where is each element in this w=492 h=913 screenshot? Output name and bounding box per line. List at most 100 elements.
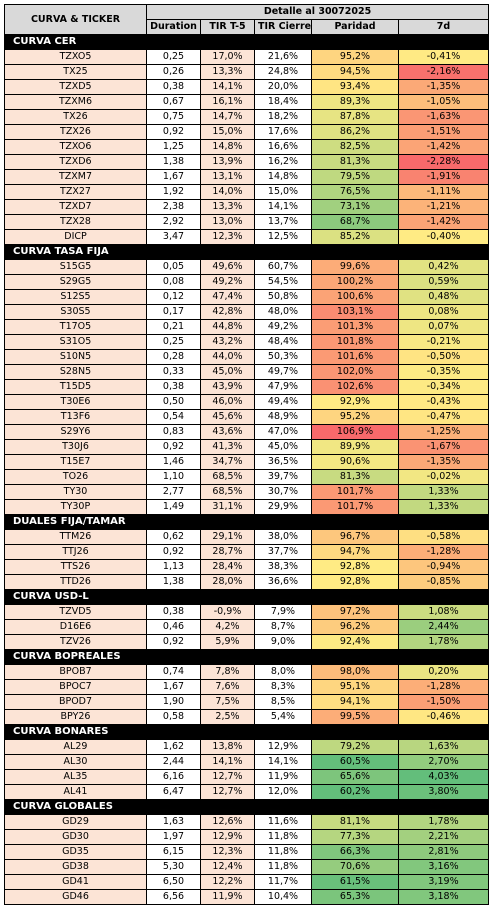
paridad: 99,5%: [311, 709, 399, 725]
tir-t5: 44,0%: [200, 349, 255, 365]
ticker: TZXO5: [4, 49, 147, 65]
data-row: T30J6 0,92 41,3% 45,0% 89,9% -1,67%: [4, 439, 490, 455]
tir-t5: 12,2%: [200, 874, 255, 890]
column-header: 7d: [397, 19, 490, 35]
tir-cierre: 11,8%: [254, 844, 312, 860]
tir-cierre: 18,2%: [254, 109, 312, 125]
change-7d: -1,63%: [397, 109, 490, 125]
ticker: TY30: [4, 484, 147, 500]
data-row: TTM26 0,62 29,1% 38,0% 96,7% -0,58%: [4, 529, 490, 545]
ticker: TZX28: [4, 214, 147, 230]
duration: 6,50: [146, 874, 201, 890]
tir-cierre: 49,4%: [254, 394, 312, 410]
tir-t5: 12,3%: [200, 229, 255, 245]
duration: 6,47: [146, 784, 201, 800]
tir-cierre: 16,6%: [254, 139, 312, 155]
tir-t5: 43,2%: [200, 334, 255, 350]
change-7d: -1,28%: [397, 544, 490, 560]
change-7d: -1,51%: [397, 124, 490, 140]
duration: 1,25: [146, 139, 201, 155]
ticker: TTJ26: [4, 544, 147, 560]
change-7d: 2,70%: [397, 754, 490, 770]
paridad: 101,3%: [311, 319, 399, 335]
data-row: D16E6 0,46 4,2% 8,7% 96,2% 2,44%: [4, 619, 490, 635]
duration: 0,25: [146, 334, 201, 350]
tir-t5: -0,9%: [200, 604, 255, 620]
duration: 0,67: [146, 94, 201, 110]
duration: 1,90: [146, 694, 201, 710]
duration: 0,92: [146, 634, 201, 650]
data-row: S12S5 0,12 47,4% 50,8% 100,6% 0,48%: [4, 289, 490, 305]
ticker: TZX26: [4, 124, 147, 140]
section-title: CURVA TASA FIJA: [3, 244, 490, 260]
ticker: S28N5: [4, 364, 147, 380]
paridad: 92,4%: [311, 634, 399, 650]
ticker: AL35: [4, 769, 147, 785]
paridad: 89,9%: [311, 439, 399, 455]
ticker: AL29: [4, 739, 147, 755]
ticker: TZXM7: [4, 169, 147, 185]
change-7d: -0,46%: [397, 709, 490, 725]
tir-t5: 31,1%: [200, 499, 255, 515]
paridad: 101,6%: [311, 349, 399, 365]
ticker: T17O5: [4, 319, 147, 335]
tir-cierre: 48,9%: [254, 409, 312, 425]
duration: 0,58: [146, 709, 201, 725]
tir-cierre: 29,9%: [254, 499, 312, 515]
tir-cierre: 48,4%: [254, 334, 312, 350]
duration: 3,47: [146, 229, 201, 245]
paridad: 102,0%: [311, 364, 399, 380]
change-7d: -1,50%: [397, 694, 490, 710]
ticker: T15D5: [4, 379, 147, 395]
data-row: TZXM6 0,67 16,1% 18,4% 89,3% -1,05%: [4, 94, 490, 110]
tir-t5: 4,2%: [200, 619, 255, 635]
tir-cierre: 14,8%: [254, 169, 312, 185]
change-7d: -0,50%: [397, 349, 490, 365]
column-header: TIR Cierre: [254, 19, 312, 35]
paridad: 94,1%: [311, 694, 399, 710]
tir-cierre: 50,8%: [254, 289, 312, 305]
paridad: 106,9%: [311, 424, 399, 440]
tir-t5: 12,4%: [200, 859, 255, 875]
ticker: TZXD7: [4, 199, 147, 215]
paridad: 73,1%: [311, 199, 399, 215]
tir-t5: 12,3%: [200, 844, 255, 860]
section-title: CURVA GLOBALES: [3, 799, 490, 815]
section-title: DUALES FIJA/TAMAR: [3, 514, 490, 530]
tir-t5: 14,7%: [200, 109, 255, 125]
duration: 0,12: [146, 289, 201, 305]
change-7d: -0,34%: [397, 379, 490, 395]
paridad: 103,1%: [311, 304, 399, 320]
duration: 1,63: [146, 814, 201, 830]
data-row: BPOD7 1,90 7,5% 8,5% 94,1% -1,50%: [4, 694, 490, 710]
duration: 0,08: [146, 274, 201, 290]
tir-cierre: 11,9%: [254, 769, 312, 785]
change-7d: -0,47%: [397, 409, 490, 425]
duration: 0,38: [146, 604, 201, 620]
section-row: CURVA BOPREALES: [3, 649, 490, 665]
ticker: T13F6: [4, 409, 147, 425]
ticker: S30S5: [4, 304, 147, 320]
data-row: TZXO6 1,25 14,8% 16,6% 82,5% -1,42%: [4, 139, 490, 155]
tir-cierre: 11,8%: [254, 859, 312, 875]
duration: 0,17: [146, 304, 201, 320]
duration: 0,38: [146, 79, 201, 95]
ticker: S29Y6: [4, 424, 147, 440]
duration: 0,05: [146, 259, 201, 275]
paridad: 97,2%: [311, 604, 399, 620]
duration: 0,33: [146, 364, 201, 380]
change-7d: -1,11%: [397, 184, 490, 200]
tir-cierre: 20,0%: [254, 79, 312, 95]
tir-t5: 13,0%: [200, 214, 255, 230]
duration: 5,30: [146, 859, 201, 875]
data-row: S15G5 0,05 49,6% 60,7% 99,6% 0,42%: [4, 259, 490, 275]
tir-t5: 49,6%: [200, 259, 255, 275]
tir-t5: 43,6%: [200, 424, 255, 440]
data-row: S30S5 0,17 42,8% 48,0% 103,1% 0,08%: [4, 304, 490, 320]
tir-cierre: 16,2%: [254, 154, 312, 170]
tir-t5: 7,8%: [200, 664, 255, 680]
ticker: TX26: [4, 109, 147, 125]
tir-t5: 43,9%: [200, 379, 255, 395]
tir-cierre: 5,4%: [254, 709, 312, 725]
paridad: 66,3%: [311, 844, 399, 860]
